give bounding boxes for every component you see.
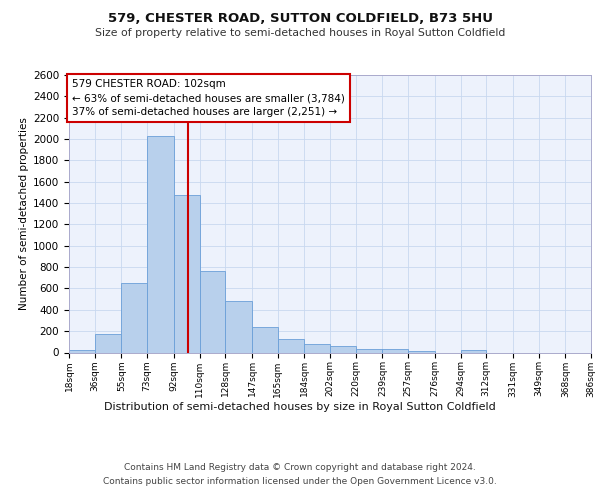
Bar [252,328,278,352]
Bar [278,339,304,352]
Bar [461,350,486,352]
Bar [304,344,330,352]
Text: 579, CHESTER ROAD, SUTTON COLDFIELD, B73 5HU: 579, CHESTER ROAD, SUTTON COLDFIELD, B73… [107,12,493,26]
Bar [121,283,147,352]
Bar [356,349,382,352]
Text: Contains HM Land Registry data © Crown copyright and database right 2024.: Contains HM Land Registry data © Crown c… [124,462,476,471]
Text: Distribution of semi-detached houses by size in Royal Sutton Coldfield: Distribution of semi-detached houses by … [104,402,496,412]
Bar [174,194,199,352]
Text: 579 CHESTER ROAD: 102sqm
← 63% of semi-detached houses are smaller (3,784)
37% o: 579 CHESTER ROAD: 102sqm ← 63% of semi-d… [72,80,345,118]
Bar [408,351,435,352]
Text: Contains public sector information licensed under the Open Government Licence v3: Contains public sector information licen… [103,478,497,486]
Text: Size of property relative to semi-detached houses in Royal Sutton Coldfield: Size of property relative to semi-detach… [95,28,505,38]
Bar [225,302,252,352]
Bar [199,272,225,352]
Bar [69,350,95,352]
Bar [95,334,121,352]
Y-axis label: Number of semi-detached properties: Number of semi-detached properties [19,118,29,310]
Bar [147,136,174,352]
Bar [382,350,408,352]
Bar [330,346,356,352]
